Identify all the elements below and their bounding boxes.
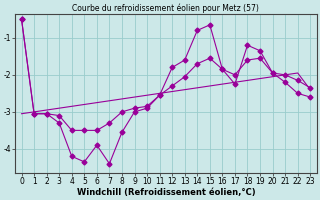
X-axis label: Windchill (Refroidissement éolien,°C): Windchill (Refroidissement éolien,°C) bbox=[76, 188, 255, 197]
Title: Courbe du refroidissement éolien pour Metz (57): Courbe du refroidissement éolien pour Me… bbox=[72, 3, 259, 13]
